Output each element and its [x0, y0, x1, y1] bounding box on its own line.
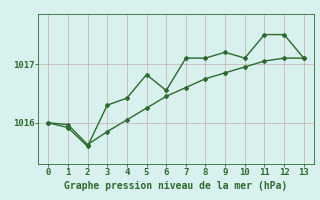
X-axis label: Graphe pression niveau de la mer (hPa): Graphe pression niveau de la mer (hPa)	[64, 181, 288, 191]
